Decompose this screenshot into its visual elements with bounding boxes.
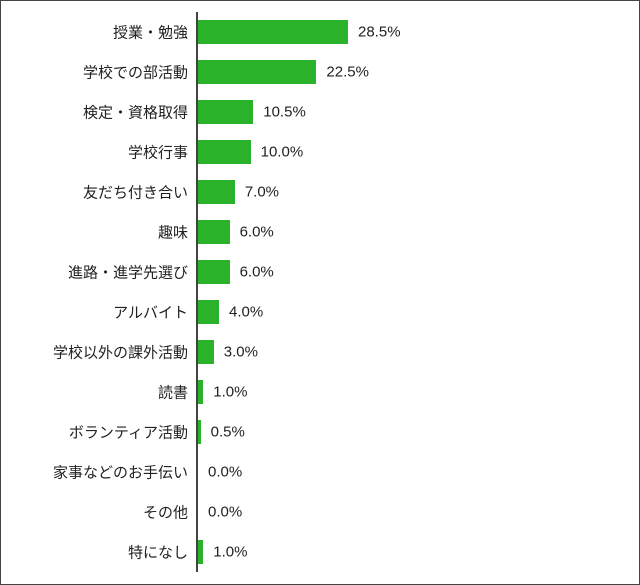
value-label: 1.0% (213, 544, 247, 561)
bar-row: アルバイト 4.0% (0, 292, 640, 332)
value-label: 0.0% (208, 504, 242, 521)
bar-row: 授業・勉強 28.5% (0, 12, 640, 52)
value-label: 3.0% (224, 344, 258, 361)
category-label: 読書 (0, 382, 188, 403)
value-label: 10.0% (261, 144, 304, 161)
value-label: 22.5% (326, 64, 369, 81)
value-label: 7.0% (245, 184, 279, 201)
value-label: 10.5% (263, 104, 306, 121)
bar (198, 140, 251, 164)
category-label: 特になし (0, 542, 188, 563)
bar (198, 20, 348, 44)
value-label: 1.0% (213, 384, 247, 401)
category-label: 趣味 (0, 222, 188, 243)
bar-row: 学校以外の課外活動 3.0% (0, 332, 640, 372)
category-label: 家事などのお手伝い (0, 462, 188, 483)
category-label: アルバイト (0, 302, 188, 323)
bar (198, 260, 230, 284)
bar (198, 420, 201, 444)
category-label: 学校行事 (0, 142, 188, 163)
bar-row: 読書 1.0% (0, 372, 640, 412)
category-label: 学校以外の課外活動 (0, 342, 188, 363)
bar-row: 特になし 1.0% (0, 532, 640, 572)
category-label: 学校での部活動 (0, 62, 188, 83)
bar-row: その他 0.0% (0, 492, 640, 532)
value-label: 0.5% (211, 424, 245, 441)
category-label: ボランティア活動 (0, 422, 188, 443)
bar (198, 300, 219, 324)
bar (198, 180, 235, 204)
bar (198, 100, 253, 124)
bar-row: 友だち付き合い 7.0% (0, 172, 640, 212)
horizontal-bar-chart: 授業・勉強 28.5% 学校での部活動 22.5% 検定・資格取得 10.5% 学校行事 10… (0, 0, 640, 585)
category-label: その他 (0, 502, 188, 523)
bar (198, 60, 316, 84)
category-label: 進路・進学先選び (0, 262, 188, 283)
value-label: 0.0% (208, 464, 242, 481)
bar (198, 220, 230, 244)
bar (198, 540, 203, 564)
bar-row: 趣味 6.0% (0, 212, 640, 252)
value-label: 6.0% (240, 224, 274, 241)
value-label: 4.0% (229, 304, 263, 321)
bar-row: 学校での部活動 22.5% (0, 52, 640, 92)
bar-row: 進路・進学先選び 6.0% (0, 252, 640, 292)
bar-row: ボランティア活動 0.5% (0, 412, 640, 452)
value-label: 6.0% (240, 264, 274, 281)
bar (198, 340, 214, 364)
category-label: 友だち付き合い (0, 182, 188, 203)
bar-row: 学校行事 10.0% (0, 132, 640, 172)
category-label: 検定・資格取得 (0, 102, 188, 123)
bar-row: 検定・資格取得 10.5% (0, 92, 640, 132)
bar (198, 380, 203, 404)
value-label: 28.5% (358, 24, 401, 41)
category-label: 授業・勉強 (0, 22, 188, 43)
bar-row: 家事などのお手伝い 0.0% (0, 452, 640, 492)
